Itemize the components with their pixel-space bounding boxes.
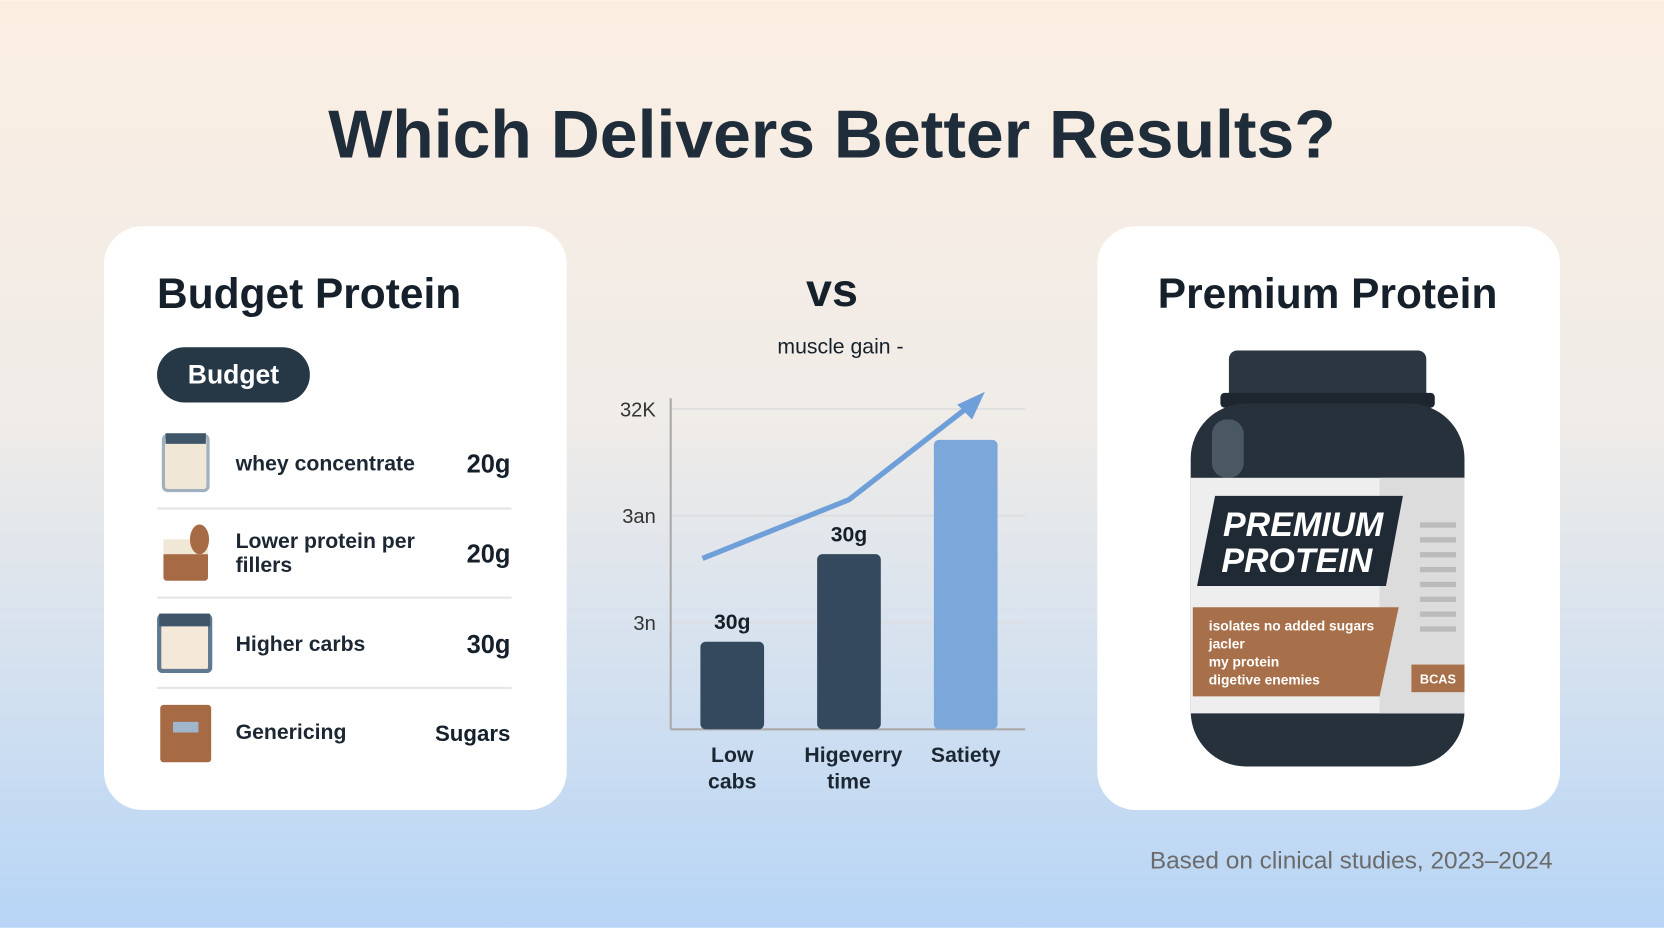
row-label-box: whey concentrate [235,451,415,476]
jar [1190,350,1465,767]
arrow-head [957,391,985,420]
row-value: Sugars [435,721,510,746]
x-tick-label: Low cabs [708,744,757,795]
trend-line [701,406,968,561]
row-label: Higher carbs [235,632,366,656]
x-tick-label: Higeverry time [804,744,903,795]
chart: 3n 3an 32K Low cabs Higeverry time Satiety 30g… [620,391,1026,795]
rows: whey concentrate 20g Lower protein per fil… [235,450,511,746]
badge-text: Budget [188,359,279,389]
jar-text: jacler [1208,637,1246,652]
bar [817,554,881,730]
page-title: Which Delivers Better Results? [328,97,1336,172]
jar-text: isolates no added sugars [1209,619,1375,634]
jar-text: digetive enemies [1209,673,1320,688]
y-tick-label: 3n [633,613,655,635]
jar-brand: PREMIUM [1223,506,1384,544]
bar [933,439,998,730]
x-tick-label-box: Higeverry time [804,744,903,795]
y-tick-label: 32K [620,399,656,421]
bar [700,641,765,730]
annotation: 30g [714,611,751,634]
x-tick-label-box: Low cabs [708,744,757,795]
card-title: Premium Protein [1158,270,1498,317]
x-tick-label-box: Satiety [930,744,1001,768]
annotation: 30g [831,523,868,546]
row-value: 20g [467,450,511,478]
row-label: whey concentrate [235,451,415,476]
card-title: Budget Protein [157,270,461,317]
badge [157,347,310,403]
x-tick-label: Satiety [930,744,1001,768]
footnote: Based on clinical studies, 2023–2024 [1150,847,1553,874]
row-label: Lower protein per fillers [235,529,415,578]
row-label-box: Higher carbs [235,632,366,656]
chart-subtitle: muscle gain - [777,336,903,359]
row-label-box: Genericing [235,720,347,744]
icons [157,433,213,763]
jar-tag: BCAS [1420,672,1456,687]
y-tick-label: 3an [622,506,656,528]
jar-brand: PROTEIN [1221,542,1373,580]
row-label: Genericing [235,720,347,744]
chart-title: vs [806,264,858,316]
row-label-box: Lower protein per fillers [235,529,415,578]
row-value: 30g [467,631,511,659]
row-value: 20g [467,541,511,569]
jar-text: my protein [1209,655,1279,670]
